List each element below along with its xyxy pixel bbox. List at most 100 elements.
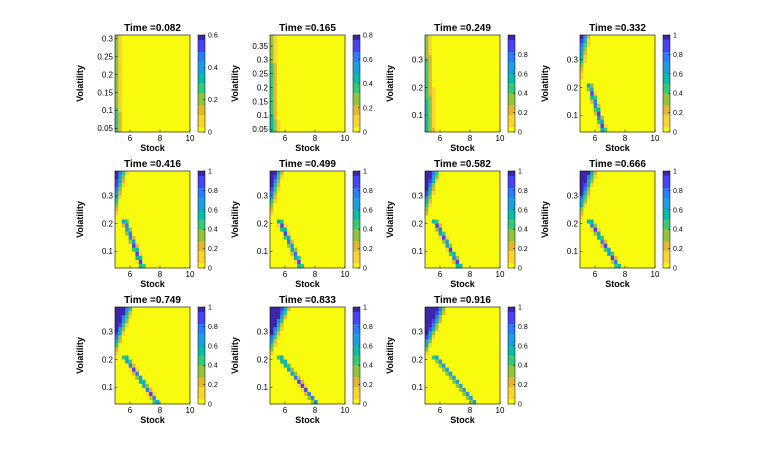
heatmap-cell bbox=[317, 71, 322, 76]
heatmap-cell bbox=[183, 171, 187, 176]
colorbar-segment bbox=[508, 93, 515, 97]
heatmap-cell bbox=[435, 95, 440, 101]
heatmap-cell bbox=[118, 375, 123, 381]
heatmap-cell bbox=[428, 103, 433, 109]
colorbar-segment bbox=[663, 44, 670, 48]
heatmap-cell bbox=[469, 51, 474, 56]
heatmap-cell bbox=[135, 83, 140, 88]
heatmap-cell bbox=[624, 83, 629, 88]
heatmap-cell bbox=[631, 207, 635, 212]
heatmap-cell bbox=[138, 191, 143, 196]
heatmap-cell bbox=[634, 115, 639, 121]
heatmap-cell bbox=[307, 223, 312, 228]
heatmap-cell bbox=[132, 71, 136, 76]
heatmap-cell bbox=[580, 79, 584, 84]
heatmap-cell bbox=[631, 75, 635, 80]
heatmap-cell bbox=[145, 255, 150, 261]
heatmap-cell bbox=[435, 263, 440, 269]
heatmap-cell bbox=[183, 255, 187, 261]
heatmap-cell bbox=[149, 39, 153, 44]
colorbar-tick-label: 0 bbox=[208, 130, 212, 137]
heatmap-cell bbox=[162, 47, 167, 52]
heatmap-cell bbox=[324, 191, 329, 196]
heatmap-cell bbox=[138, 203, 143, 208]
colorbar-segment bbox=[353, 231, 360, 235]
colorbar-segment bbox=[353, 42, 360, 46]
heatmap-cell bbox=[607, 207, 612, 212]
heatmap-cell bbox=[310, 179, 315, 184]
heatmap-cell bbox=[317, 95, 322, 101]
heatmap-cell bbox=[634, 195, 639, 200]
heatmap-cell bbox=[149, 87, 153, 92]
heatmap-cell bbox=[290, 195, 295, 200]
heatmap-cell bbox=[297, 59, 302, 64]
heatmap-cell bbox=[128, 91, 133, 97]
heatmap-cell bbox=[324, 35, 329, 40]
heatmap-cell bbox=[125, 259, 130, 265]
heatmap-cell bbox=[580, 35, 584, 40]
heatmap-cell bbox=[183, 51, 187, 56]
colorbar-segment bbox=[663, 51, 670, 55]
heatmap-cell bbox=[341, 247, 346, 253]
heatmap-cell bbox=[121, 331, 126, 336]
colorbar-segment bbox=[198, 129, 205, 133]
heatmap-cell bbox=[176, 223, 181, 228]
heatmap-cell bbox=[270, 243, 274, 249]
heatmap-cell bbox=[644, 263, 649, 269]
heatmap-cell bbox=[321, 239, 325, 245]
heatmap-cell bbox=[273, 123, 278, 129]
colorbar-segment bbox=[198, 64, 205, 67]
panel-title: Time =0.082 bbox=[124, 23, 181, 34]
heatmap-cell bbox=[338, 175, 342, 180]
heatmap-cell bbox=[465, 119, 470, 125]
heatmap-cell bbox=[617, 91, 622, 97]
heatmap-cell bbox=[307, 95, 312, 101]
heatmap-cell bbox=[455, 251, 460, 257]
heatmap-cell bbox=[300, 59, 305, 64]
heatmap-cell bbox=[627, 243, 632, 249]
heatmap-cell bbox=[469, 127, 474, 133]
heatmap-cell bbox=[128, 51, 133, 56]
heatmap-cell bbox=[476, 123, 480, 129]
colorbar-segment bbox=[353, 47, 360, 50]
heatmap-cell bbox=[324, 119, 329, 125]
heatmap-cell bbox=[607, 263, 612, 269]
heatmap-cell bbox=[310, 215, 315, 220]
heatmap-cell bbox=[293, 47, 298, 52]
heatmap-cell bbox=[276, 171, 281, 176]
heatmap-cell bbox=[341, 239, 346, 245]
heatmap-cell bbox=[459, 107, 463, 113]
colorbar-segment bbox=[353, 100, 360, 104]
heatmap-cell bbox=[304, 95, 308, 101]
heatmap-cell bbox=[317, 203, 322, 208]
colorbar-segment bbox=[663, 217, 670, 220]
colorbar-segment bbox=[353, 117, 360, 121]
heatmap-cell bbox=[300, 111, 305, 117]
heatmap-cell bbox=[172, 191, 177, 196]
heatmap-cell bbox=[283, 251, 288, 257]
colorbar-segment bbox=[663, 124, 670, 128]
heatmap-cell bbox=[128, 359, 133, 364]
heatmap-cell bbox=[489, 59, 494, 64]
colorbar-segment bbox=[508, 73, 515, 77]
heatmap-cell bbox=[462, 79, 467, 84]
heatmap-cell bbox=[142, 71, 147, 76]
heatmap-cell bbox=[162, 75, 167, 80]
heatmap-cell bbox=[438, 207, 443, 212]
heatmap-cell bbox=[469, 59, 474, 64]
y-tick-label: 0.15 bbox=[97, 88, 113, 97]
heatmap-cell bbox=[128, 307, 133, 312]
heatmap-cell bbox=[186, 231, 191, 237]
heatmap-cell bbox=[607, 171, 612, 176]
heatmap-cell bbox=[590, 259, 595, 265]
heatmap-cell bbox=[580, 83, 584, 88]
heatmap-cell bbox=[452, 123, 457, 129]
heatmap-cell bbox=[270, 75, 274, 80]
heatmap-cell bbox=[435, 215, 440, 220]
heatmap-cell bbox=[438, 83, 443, 88]
heatmap-cell bbox=[115, 127, 119, 133]
heatmap-cell bbox=[338, 215, 342, 220]
heatmap-cell bbox=[435, 55, 440, 60]
heatmap-cell bbox=[179, 43, 184, 48]
colorbar-segment bbox=[353, 35, 360, 38]
